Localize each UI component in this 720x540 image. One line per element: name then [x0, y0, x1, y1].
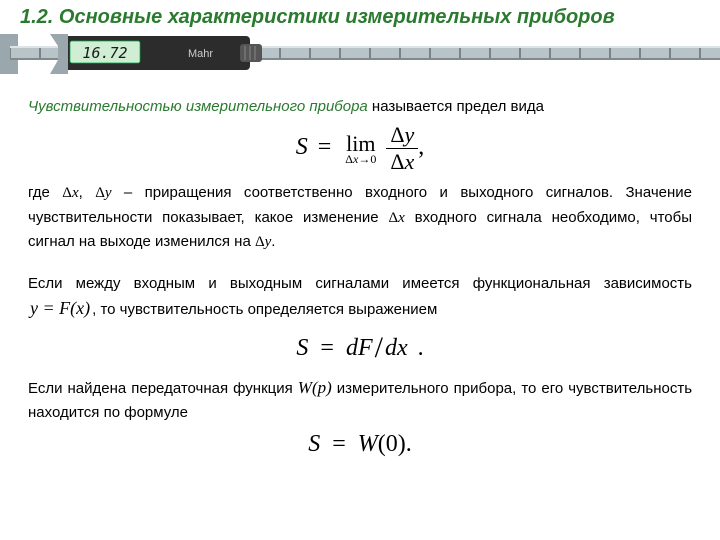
p2-sep: , [79, 184, 96, 201]
f1-frac: Δy Δx [386, 124, 418, 173]
delta-y-1: Δy [95, 185, 111, 201]
formula-limit: S = lim Δx→0 Δy Δx , [28, 124, 692, 173]
paragraph-3: Если между входным и выходным сигналами … [28, 272, 692, 323]
content-area: Чувствительностью измерительного прибора… [28, 95, 692, 466]
inline-wp: W(p) [298, 378, 332, 397]
formula-derivative: S = dF/dx . [28, 329, 692, 363]
f2-tail: . [418, 335, 424, 361]
page: 1.2. Основные характеристики измерительн… [0, 0, 720, 540]
paragraph-2: где Δx, Δy – приращения соответственно в… [28, 181, 692, 254]
p4-a: Если найдена передаточная функция [28, 380, 298, 397]
f1-lim: lim Δx→0 [345, 133, 376, 165]
p3-a: Если между входным и выходным сигналами … [28, 275, 692, 292]
f1-eq: = [318, 134, 332, 160]
p2-d: . [271, 233, 275, 250]
delta-x-1: Δx [62, 185, 78, 201]
f3-lhs: S [308, 431, 320, 457]
f3-eq: = [332, 431, 346, 457]
f3-fn: W [358, 431, 378, 457]
title-bar: 1.2. Основные характеристики измерительн… [0, 0, 720, 70]
f3-tail: . [406, 431, 412, 457]
p2-a: где [28, 184, 62, 201]
f2-lhs: S [296, 335, 308, 361]
f2-frac: dF/dx [346, 335, 414, 361]
paragraph-4: Если найдена передаточная функция W(p) и… [28, 375, 692, 425]
f1-lim-bot: Δx→0 [345, 153, 376, 165]
section-title: 1.2. Основные характеристики измерительн… [20, 6, 615, 29]
f1-lhs: S [296, 134, 308, 160]
caliper-reading: 16.72 [82, 44, 127, 62]
f3-arg: (0) [378, 431, 406, 457]
p3-b: , то чувствительность определяется выраж… [92, 301, 437, 318]
f1-tail: , [418, 134, 424, 160]
delta-y-2: Δy [255, 234, 271, 250]
term-sensitivity: Чувствительностью измерительного прибора [28, 98, 368, 115]
f2-eq: = [320, 335, 334, 361]
p1-rest: называется предел вида [368, 98, 544, 115]
caliper-icon: 16.72 Mahr [0, 34, 720, 74]
paragraph-1: Чувствительностью измерительного прибора… [28, 95, 692, 118]
inline-eq-yfx: y = F(x) [28, 298, 92, 318]
formula-w0: S = W(0). [28, 431, 692, 458]
delta-x-2: Δx [388, 210, 404, 226]
caliper-brand: Mahr [188, 48, 213, 60]
